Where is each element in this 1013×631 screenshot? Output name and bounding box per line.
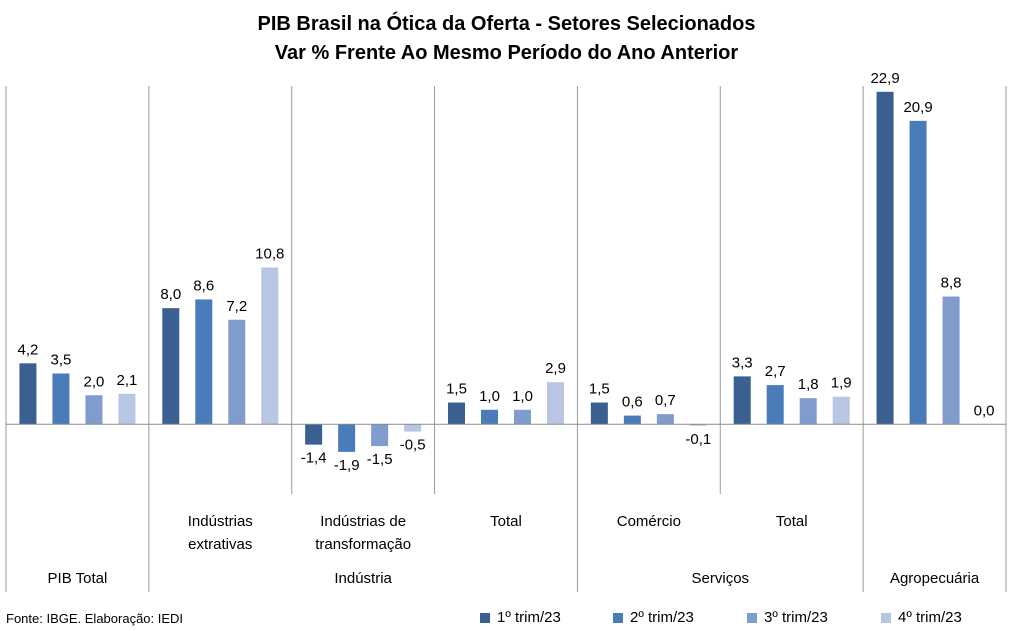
data-label: 2,9 [545,360,566,377]
category-label: Indústrias de [320,513,406,530]
bar [404,424,422,432]
group-label: Indústria [334,570,392,587]
data-label: 1,9 [831,375,852,392]
data-label: 10,8 [255,245,284,262]
group-label: Agropecuária [890,570,980,587]
bar [547,382,564,425]
data-label: 2,7 [765,363,786,380]
chart-subtitle: Var % Frente Ao Mesmo Período do Ano Ant… [274,42,739,64]
bar [656,414,674,425]
data-label: 0,7 [655,392,676,409]
source-note: Fonte: IBGE. Elaboração: IEDI [6,611,184,626]
data-label: 7,2 [226,298,247,315]
legend-swatch-q1 [480,612,490,623]
legend-item-q1: 1º trim/23 [480,609,561,626]
category-label: extrativas [188,536,252,553]
data-label: 8,6 [193,277,214,294]
category-label: Indústrias [188,513,253,530]
bar [305,424,323,445]
legend-label-q4: 4º trim/23 [898,609,962,626]
data-label: 2,1 [116,372,137,389]
bar [162,308,180,425]
legend-label-q3: 3º trim/23 [764,609,828,626]
legend-swatch-q3 [747,612,757,623]
data-label: 8,8 [941,275,962,292]
data-label: -1,9 [334,457,360,474]
data-label: 1,5 [589,381,610,398]
data-label: 1,5 [446,381,467,398]
data-label: 8,0 [160,286,181,303]
data-label: 1,0 [479,388,500,405]
bar [481,409,498,425]
data-label: -1,4 [301,450,327,467]
bar [371,424,389,447]
data-label: 1,0 [512,388,533,405]
data-label: 2,0 [83,373,104,390]
legend-label-q1: 1º trim/23 [497,609,561,626]
category-label: Total [490,513,522,530]
bar [590,402,608,425]
group-label: Serviços [692,570,750,587]
bar [766,385,784,425]
legend-item-q4: 4º trim/23 [881,609,962,626]
bar [19,363,37,425]
bar [832,396,850,425]
legend-label-q2: 2º trim/23 [630,609,694,626]
bar [799,398,817,425]
data-label: 3,3 [732,354,753,371]
data-label: 0,0 [974,402,995,419]
legend-swatch-q4 [881,612,891,623]
bar [85,395,103,425]
category-label: transformação [315,536,411,553]
legend-item-q2: 2º trim/23 [613,609,694,626]
data-label: 3,5 [50,351,71,368]
bar [195,299,213,425]
bar [909,120,927,425]
bar [118,393,136,425]
bar [52,373,70,425]
bar [689,424,707,426]
legend-item-q3: 3º trim/23 [747,609,828,626]
bar [876,91,894,425]
bar [942,296,960,425]
category-label: Total [776,513,808,530]
legend-swatch-q2 [613,612,623,623]
category-label: Comércio [617,513,681,530]
data-label: 0,6 [622,394,643,411]
bar [228,319,246,425]
bar [733,376,751,425]
data-label: 1,8 [798,376,819,393]
bar [514,409,531,425]
group-label: PIB Total [48,570,108,587]
bar [623,415,641,425]
data-label: 22,9 [870,70,899,87]
data-label: -0,5 [400,437,426,454]
chart-title: PIB Brasil na Ótica da Oferta - Setores … [257,13,756,35]
data-label: -0,1 [685,431,711,448]
bar [448,402,465,425]
bar [261,267,279,425]
data-label: -1,5 [367,451,393,468]
data-label: 4,2 [17,341,38,358]
bar [338,424,356,452]
data-label: 20,9 [903,99,932,116]
